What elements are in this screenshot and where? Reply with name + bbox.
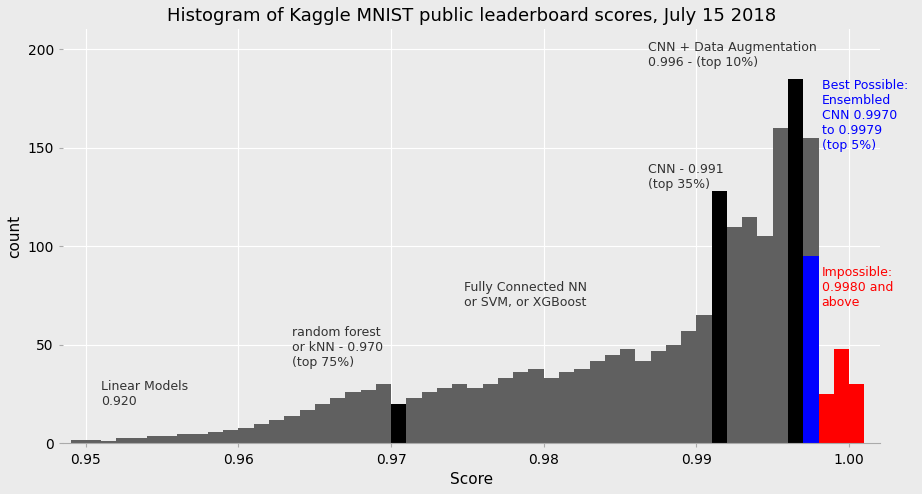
Bar [514, 372, 528, 444]
Bar [421, 392, 437, 444]
Bar [635, 361, 651, 444]
Bar [742, 217, 758, 444]
Bar [681, 331, 696, 444]
Bar [803, 256, 819, 444]
Bar [727, 227, 742, 444]
Bar [132, 438, 147, 444]
Bar [86, 440, 101, 444]
Bar [819, 394, 833, 444]
Bar [300, 410, 314, 444]
Bar [788, 79, 803, 444]
Bar [498, 378, 514, 444]
Bar [330, 398, 346, 444]
Bar [758, 236, 773, 444]
Bar [833, 349, 849, 444]
Text: Impossible:
0.9980 and
above: Impossible: 0.9980 and above [822, 266, 892, 309]
Bar [803, 138, 819, 444]
Bar [346, 392, 361, 444]
Bar [314, 404, 330, 444]
Bar [437, 388, 452, 444]
Bar [483, 384, 498, 444]
Bar [101, 442, 116, 444]
Bar [849, 384, 864, 444]
Text: Fully Connected NN
or SVM, or XGBoost: Fully Connected NN or SVM, or XGBoost [465, 282, 587, 309]
Bar [773, 128, 788, 444]
Bar [452, 384, 467, 444]
Bar [116, 438, 132, 444]
Bar [559, 372, 574, 444]
Bar [574, 369, 589, 444]
Bar [589, 361, 605, 444]
Text: random forest
or kNN - 0.970
(top 75%): random forest or kNN - 0.970 (top 75%) [292, 326, 383, 369]
Text: CNN + Data Augmentation
0.996 - (top 10%): CNN + Data Augmentation 0.996 - (top 10%… [647, 41, 816, 69]
Text: Best Possible:
Ensembled
CNN 0.9970
to 0.9979
(top 5%): Best Possible: Ensembled CNN 0.9970 to 0… [822, 79, 908, 152]
Bar [177, 434, 193, 444]
Bar [239, 428, 254, 444]
Bar [651, 351, 666, 444]
Bar [666, 345, 681, 444]
Bar [407, 398, 421, 444]
Text: CNN - 0.991
(top 35%): CNN - 0.991 (top 35%) [647, 163, 723, 191]
Bar [162, 436, 177, 444]
Title: Histogram of Kaggle MNIST public leaderboard scores, July 15 2018: Histogram of Kaggle MNIST public leaderb… [167, 7, 775, 25]
Bar [819, 394, 833, 444]
Bar [208, 432, 223, 444]
Bar [849, 384, 864, 444]
X-axis label: Score: Score [450, 472, 492, 487]
Bar [621, 349, 635, 444]
Y-axis label: count: count [7, 215, 22, 258]
Bar [528, 369, 544, 444]
Bar [467, 388, 483, 444]
Bar [254, 424, 269, 444]
Bar [361, 390, 376, 444]
Bar [833, 349, 849, 444]
Bar [223, 430, 239, 444]
Bar [193, 434, 208, 444]
Text: Linear Models
0.920: Linear Models 0.920 [101, 380, 188, 408]
Bar [544, 378, 559, 444]
Bar [269, 420, 284, 444]
Bar [605, 355, 621, 444]
Bar [376, 384, 391, 444]
Bar [391, 404, 407, 444]
Bar [696, 315, 712, 444]
Bar [147, 436, 162, 444]
Bar [71, 440, 86, 444]
Bar [712, 191, 727, 444]
Bar [284, 416, 300, 444]
